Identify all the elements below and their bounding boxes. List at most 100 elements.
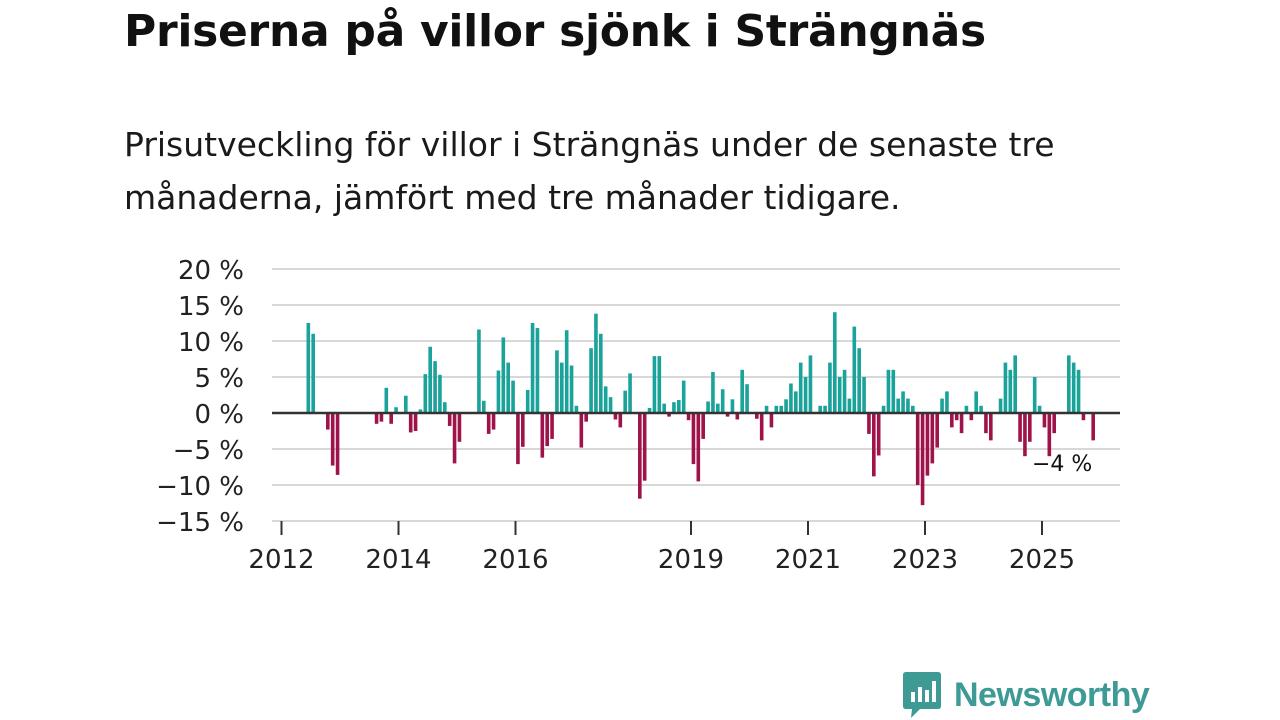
bar [379, 413, 384, 422]
bar [594, 313, 598, 413]
bar [389, 413, 393, 424]
bar [876, 413, 881, 456]
bar [779, 405, 783, 413]
bar [701, 413, 705, 439]
bar [667, 413, 671, 417]
bar [925, 413, 930, 476]
bar [920, 413, 925, 506]
bar [959, 413, 964, 434]
bar [657, 356, 662, 413]
y-tick-label: 10 % [178, 328, 244, 358]
bar [652, 356, 657, 413]
bar [540, 413, 545, 458]
chart-subtitle: Prisutveckling för villor i Strängnäs un… [124, 125, 1055, 217]
bar [759, 413, 764, 441]
bar [745, 384, 749, 413]
bar [603, 386, 608, 413]
bar [579, 413, 584, 448]
bar [837, 377, 842, 413]
bar [677, 400, 681, 413]
bar [803, 377, 808, 413]
bar [867, 413, 871, 434]
bar [789, 383, 793, 413]
bar [891, 369, 896, 413]
last-value-label: −4 % [1032, 452, 1092, 477]
bar [647, 407, 652, 413]
y-tick-label: 5 % [194, 364, 244, 394]
x-tick-label: 2023 [892, 545, 958, 575]
bar [1037, 405, 1042, 413]
bar [989, 413, 993, 441]
bar [564, 330, 569, 413]
bar [560, 362, 564, 413]
bar [306, 323, 311, 413]
bar [642, 413, 647, 481]
bar [530, 323, 535, 413]
bar [691, 413, 696, 465]
bar [506, 362, 510, 413]
bar [915, 413, 920, 485]
bar [1028, 413, 1032, 442]
bar [477, 329, 481, 413]
bar [886, 369, 891, 413]
bar [1008, 369, 1013, 413]
bar [769, 413, 774, 428]
bar [740, 369, 744, 413]
bar [857, 348, 861, 413]
bar [852, 326, 857, 413]
bar [413, 413, 418, 431]
newsworthy-icon [903, 672, 941, 718]
bar [428, 346, 432, 413]
bar [1071, 362, 1076, 413]
bar [438, 374, 442, 413]
bar [798, 362, 803, 413]
bar [862, 377, 866, 413]
bar [784, 399, 788, 413]
bar [901, 391, 905, 413]
y-tick-label: −5 % [173, 436, 244, 466]
y-tick-label: 20 % [178, 256, 244, 286]
bar [491, 413, 496, 430]
bar [979, 405, 983, 413]
x-tick-label: 2019 [658, 545, 724, 575]
bar [1076, 369, 1081, 413]
newsworthy-logo: Newsworthy [902, 670, 1150, 720]
bar [725, 413, 730, 417]
y-tick-label: −10 % [156, 472, 244, 502]
bar [935, 413, 939, 448]
bar [1067, 355, 1071, 413]
bar [608, 397, 613, 413]
bar [1013, 355, 1017, 413]
bar [423, 374, 428, 413]
bar [1042, 413, 1047, 428]
bar [964, 405, 969, 413]
bar [896, 398, 900, 413]
bar [730, 399, 735, 413]
bar [418, 409, 423, 413]
bar [950, 413, 954, 428]
bar [496, 370, 501, 413]
bar [516, 413, 520, 465]
bar [764, 405, 769, 413]
bar [623, 390, 627, 413]
bar [833, 312, 837, 413]
bar [672, 402, 676, 413]
bar [574, 405, 579, 413]
bar [482, 400, 486, 413]
bar [545, 413, 549, 447]
bar [584, 413, 588, 422]
bar [755, 413, 759, 419]
x-tick-label: 2014 [365, 545, 431, 575]
bar [984, 413, 988, 434]
bar [404, 395, 408, 413]
bar [974, 391, 978, 413]
y-tick-label: 15 % [178, 292, 244, 322]
bar [569, 365, 574, 413]
bar [511, 380, 515, 413]
bar [521, 413, 525, 447]
bar [735, 413, 740, 420]
bar [842, 369, 847, 413]
bar [525, 389, 530, 413]
bar [374, 413, 379, 424]
